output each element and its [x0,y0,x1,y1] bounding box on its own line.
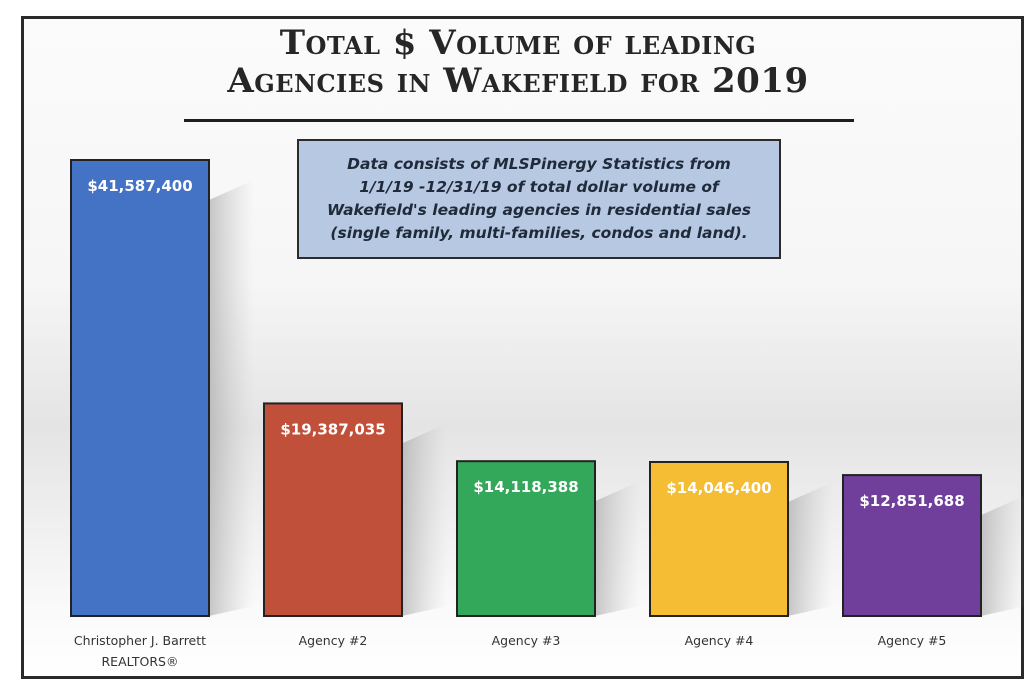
bar-value-label: $41,587,400 [87,177,192,195]
chart-title: Total $ Volume of leading Agencies in Wa… [0,24,1036,100]
note-text: Data consists of MLSPinergy Statistics f… [327,155,751,242]
bar-value-label: $14,046,400 [666,479,771,497]
chart-title-line-1: Total $ Volume of leading [279,23,757,63]
bar-shadow [402,423,447,616]
category-label: Agency #2 [299,633,368,648]
bars [70,159,982,617]
title-underline [184,119,854,122]
category-label: Agency #4 [685,633,754,648]
bar-5 [842,474,982,617]
category-label: REALTORS® [102,654,179,669]
bar-value-label: $14,118,388 [473,478,578,496]
bar-shadows [209,180,1026,616]
bar-4 [649,460,789,617]
bar-2 [263,402,403,617]
bar-shadow [595,481,640,616]
data-labels: $41,587,400 $19,387,035 $14,118,388 $14,046… [87,177,964,510]
bar-value-label: $19,387,035 [280,420,385,438]
data-source-note: Data consists of MLSPinergy Statistics f… [297,139,781,259]
bar-value-label: $12,851,688 [859,492,964,510]
bar-shadow [981,495,1026,616]
category-label: Agency #3 [492,633,561,648]
bar-1 [70,159,210,617]
category-label: Christopher J. Barrett [74,633,206,648]
bar-shadow [209,180,254,616]
bar-3 [456,460,596,617]
bar-shadow [788,481,833,616]
category-labels: Christopher J. Barrett REALTORS® Agency #2… [74,633,946,669]
chart-title-line-2: Agencies in Wakefield for 2019 [227,61,809,101]
category-label: Agency #5 [878,633,947,648]
